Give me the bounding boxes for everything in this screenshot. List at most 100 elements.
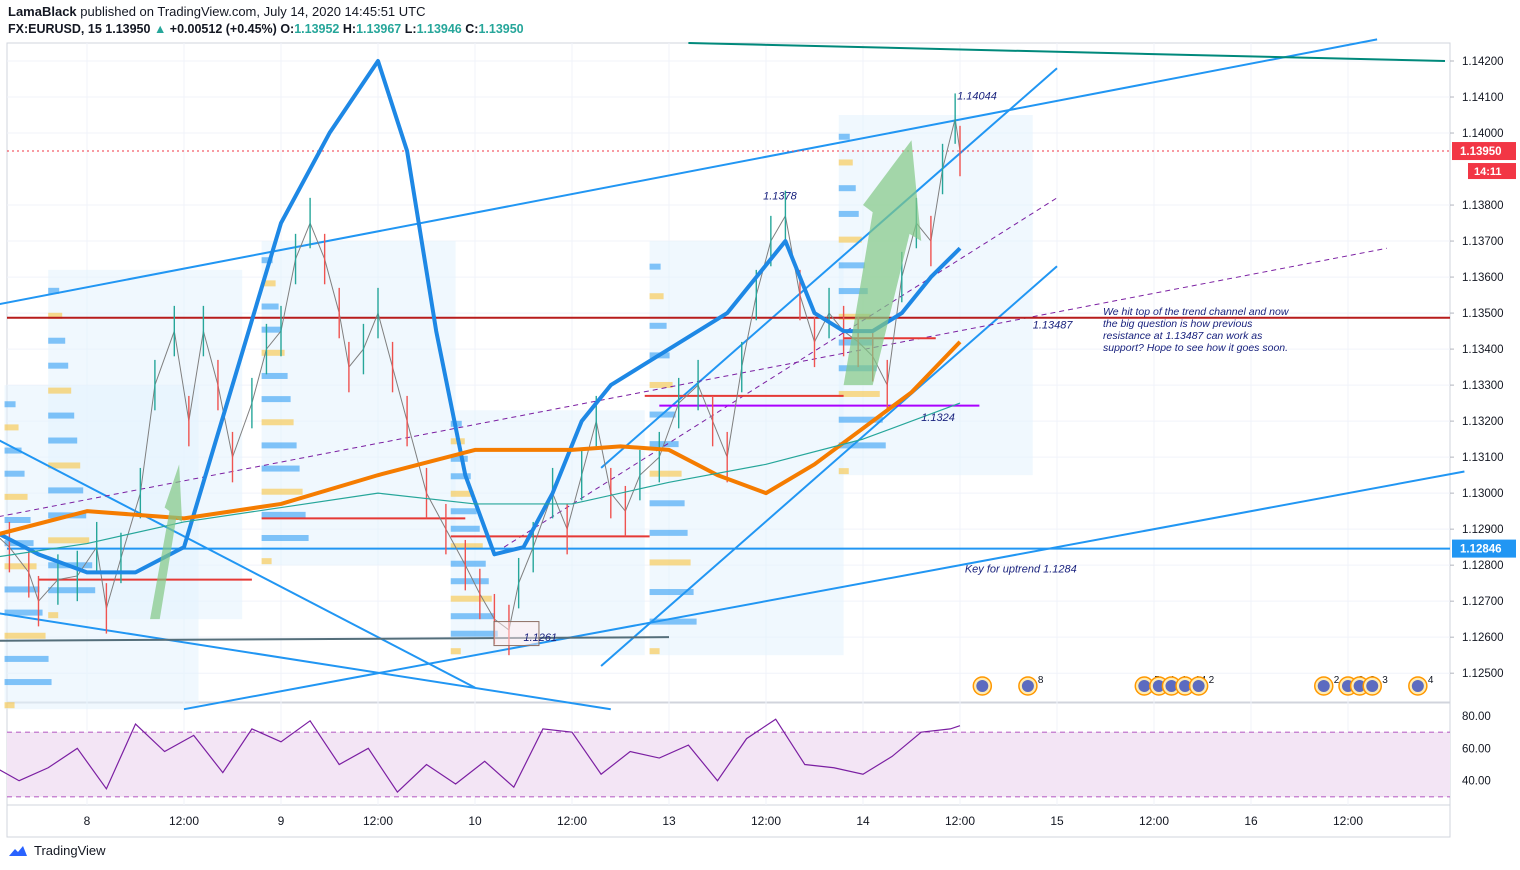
volume-profile-bar bbox=[261, 511, 306, 518]
flag-icon bbox=[1152, 680, 1165, 692]
volume-profile-bar bbox=[450, 560, 486, 567]
y-tick-label: 1.14200 bbox=[1462, 56, 1504, 68]
low-value: 1.13946 bbox=[416, 22, 462, 36]
event-count: 8 bbox=[1038, 675, 1044, 686]
volume-profile-bar bbox=[48, 487, 84, 494]
volume-profile-bar bbox=[261, 326, 282, 333]
rsi-line bbox=[0, 718, 961, 793]
y-tick-label: 1.12600 bbox=[1462, 632, 1504, 644]
volume-profile-bar bbox=[838, 390, 880, 397]
volume-profile-bar bbox=[450, 630, 498, 637]
rsi-tick-label: 60.00 bbox=[1462, 743, 1491, 755]
price-chart[interactable]: 1.12500 1.12600 1.12700 1.12800 1.12900 1.130… bbox=[0, 0, 1520, 840]
x-tick-label: 12:00 bbox=[557, 814, 587, 828]
key-level-note: Key for uptrend 1.1284 bbox=[965, 563, 1077, 575]
open-label: O: bbox=[280, 22, 295, 36]
open-value: 1.13952 bbox=[294, 22, 340, 36]
y-tick-label: 1.13100 bbox=[1462, 452, 1504, 464]
author-name[interactable]: LamaBlack bbox=[8, 4, 77, 19]
y-tick-label: 1.12800 bbox=[1462, 560, 1504, 572]
y-tick-label: 1.12900 bbox=[1462, 524, 1504, 536]
peak-label: 1.14044 bbox=[957, 91, 997, 103]
x-tick-label: 12:00 bbox=[1333, 814, 1363, 828]
volume-profile-bar bbox=[649, 470, 682, 477]
y-tick-label: 1.13300 bbox=[1462, 380, 1504, 392]
volume-profile-bar bbox=[649, 293, 664, 300]
flag-icon bbox=[1192, 680, 1205, 692]
symbol-line: FX:EURUSD, 15 1.13950 ▲ +0.00512 (+0.45%… bbox=[8, 22, 524, 36]
volume-profile-bar bbox=[48, 537, 90, 544]
rsi-tick-label: 40.00 bbox=[1462, 776, 1491, 788]
volume-profile-bar bbox=[450, 473, 471, 480]
x-tick-label: 15 bbox=[1050, 814, 1064, 828]
price-tag-label: 1.13950 bbox=[1460, 146, 1502, 158]
moving-average-line bbox=[0, 402, 961, 558]
x-tick-label: 10 bbox=[468, 814, 482, 828]
event-count: 4 bbox=[1428, 675, 1434, 686]
channel-upper-line bbox=[0, 38, 1378, 305]
flag-icon bbox=[976, 680, 989, 692]
volume-profile-bar bbox=[838, 185, 856, 192]
volume-profile-bar bbox=[838, 133, 850, 140]
y-tick-label: 1.13000 bbox=[1462, 488, 1504, 500]
volume-profile-bar bbox=[450, 455, 468, 462]
volume-profile-bar bbox=[4, 655, 49, 662]
y-tick-label: 1.12500 bbox=[1462, 668, 1504, 680]
volume-profile-bar bbox=[261, 372, 288, 379]
volume-profile-bar bbox=[649, 529, 688, 536]
volume-profile-bar bbox=[649, 500, 685, 507]
x-tick-label: 9 bbox=[278, 814, 285, 828]
y-tick-label: 1.13600 bbox=[1462, 272, 1504, 284]
volume-profile-bar bbox=[48, 412, 75, 419]
event-count: 2 bbox=[1334, 675, 1340, 686]
volume-profile-bar bbox=[261, 349, 285, 356]
volume-profile-bar bbox=[649, 263, 661, 270]
volume-profile-bar bbox=[838, 262, 865, 269]
countdown-tag bbox=[1468, 163, 1516, 180]
volume-profile-bar bbox=[4, 470, 25, 477]
small-green-arrow-icon bbox=[150, 464, 183, 620]
low-label: 1.1324 bbox=[921, 412, 955, 424]
volume-profile-bar bbox=[649, 648, 660, 655]
volume-profile-area bbox=[261, 241, 456, 566]
descending-line-1 bbox=[0, 439, 476, 689]
moving-average-line bbox=[0, 59, 962, 575]
analysis-note-line: resistance at 1.13487 can work as bbox=[1103, 330, 1263, 342]
volume-profile-bar bbox=[649, 381, 673, 388]
volume-profile-bar bbox=[838, 159, 853, 166]
low-label: L: bbox=[404, 22, 417, 36]
volume-profile-bar bbox=[4, 586, 40, 593]
close-label: C: bbox=[465, 22, 479, 36]
symbol[interactable]: FX:EURUSD, 15 bbox=[8, 22, 102, 36]
brand-text[interactable]: TradingView bbox=[34, 843, 106, 858]
volume-profile-bar bbox=[261, 488, 303, 495]
flag-icon bbox=[1021, 680, 1034, 692]
descending-line-2 bbox=[0, 612, 611, 711]
volume-profile-bar bbox=[838, 468, 849, 475]
volume-profile-bar bbox=[4, 517, 31, 524]
moving-average-line bbox=[0, 340, 962, 536]
volume-profile-bar bbox=[48, 287, 60, 294]
volume-profile-bar bbox=[261, 558, 272, 565]
analysis-note-line: the big question is how previous bbox=[1103, 318, 1253, 330]
analysis-note-line: support? Hope to see how it goes soon. bbox=[1103, 342, 1288, 354]
triangle-up-icon: ▲ bbox=[153, 22, 167, 36]
volume-profile-bar bbox=[261, 257, 273, 264]
volume-profile-bar bbox=[838, 210, 859, 217]
high-value: 1.13967 bbox=[356, 22, 402, 36]
volume-profile-bar bbox=[450, 648, 461, 655]
volume-profile-bar bbox=[261, 419, 294, 426]
volume-profile-bar bbox=[450, 543, 483, 550]
high-label: H: bbox=[342, 22, 357, 36]
y-tick-label: 1.14100 bbox=[1462, 92, 1504, 104]
flag-icon bbox=[1165, 680, 1178, 692]
flag-icon bbox=[1317, 680, 1330, 692]
volume-profile-bar bbox=[261, 465, 300, 472]
x-tick-label: 16 bbox=[1244, 814, 1258, 828]
volume-profile-bar bbox=[4, 702, 15, 709]
volume-profile-bar bbox=[48, 362, 69, 369]
volume-profile-bar bbox=[261, 396, 291, 403]
channel-lower-line bbox=[183, 470, 1465, 711]
y-tick-label: 1.13400 bbox=[1462, 344, 1504, 356]
volume-profile-bar bbox=[450, 490, 474, 497]
